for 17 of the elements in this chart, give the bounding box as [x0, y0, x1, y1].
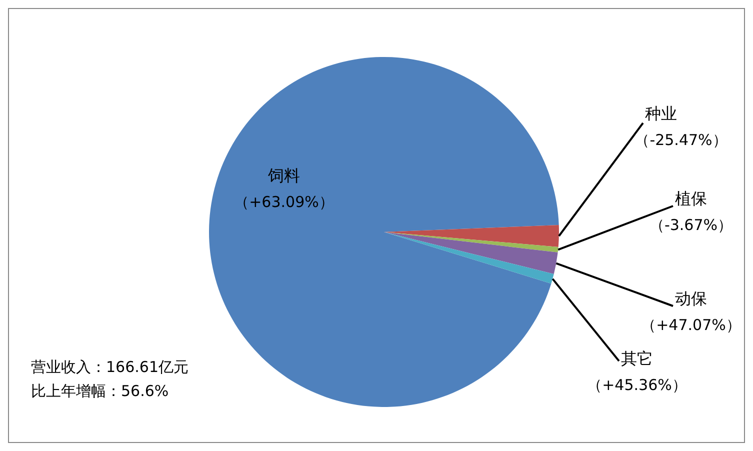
pie-slice — [384, 232, 558, 274]
slice-label: 动保 — [675, 289, 707, 308]
pie-slice — [384, 224, 559, 247]
text: （-3.67%） — [649, 216, 733, 234]
slice-label: 饲料 — [267, 166, 300, 185]
text: （+47.07%） — [641, 316, 741, 334]
pie-slice — [209, 57, 559, 407]
slice-label: 植保 — [675, 189, 707, 208]
text: （+63.09%） — [234, 193, 334, 211]
slice-label: 其它 — [621, 349, 653, 368]
pie-slice — [384, 232, 558, 252]
text: （-25.47%） — [634, 131, 728, 149]
text: （+45.36%） — [587, 376, 687, 394]
pie-slice — [384, 232, 554, 284]
slice-label: 种业 — [645, 104, 677, 123]
text: 营业收入：166.61亿元 — [31, 357, 188, 378]
text: 比上年增幅：56.6% — [31, 381, 170, 402]
